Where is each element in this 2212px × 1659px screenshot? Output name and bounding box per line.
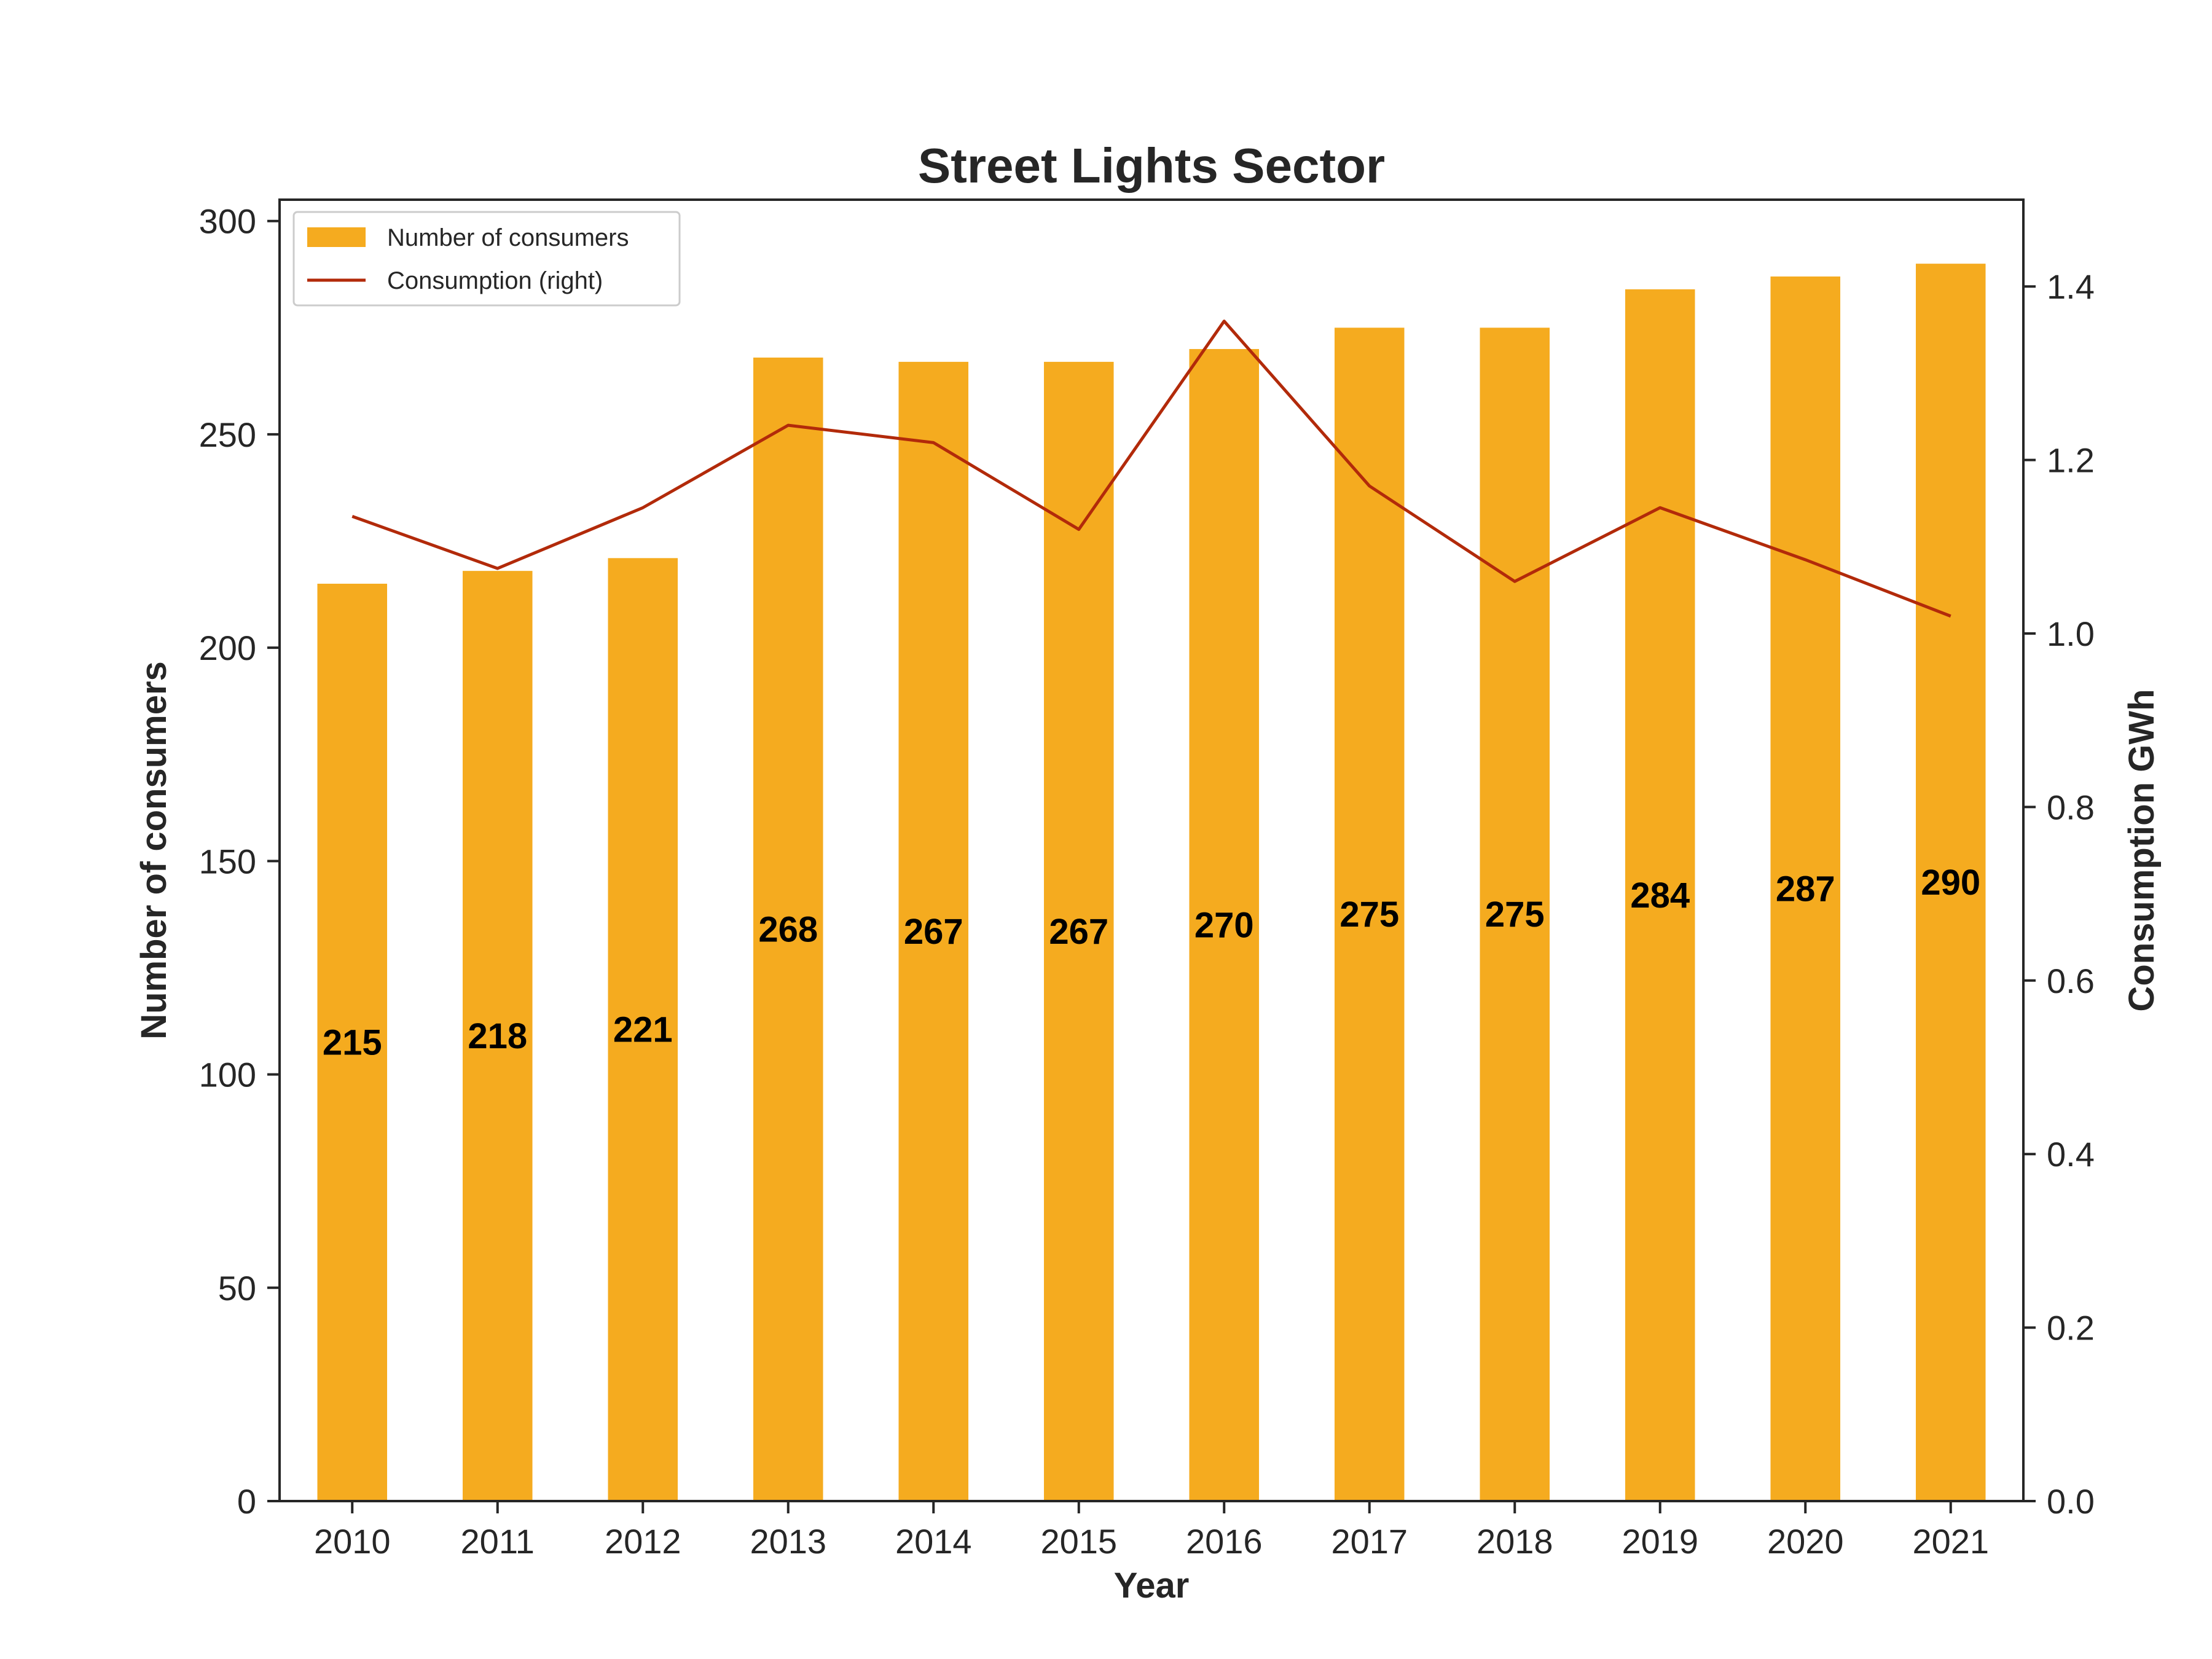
x-tick-label-2012: 2012 <box>605 1522 681 1561</box>
line-layer <box>351 320 1951 618</box>
bar-2017 <box>1334 327 1405 1501</box>
left-tick-label: 200 <box>199 629 256 667</box>
right-tick-label: 1.0 <box>2047 614 2095 653</box>
x-tick-label-2021: 2021 <box>1912 1522 1989 1561</box>
x-axis-ticks: 2010 2011 2012 2013 2014 2015 2016 2017 2018 2019… <box>314 1501 1989 1561</box>
right-tick-label: 1.4 <box>2047 267 2095 306</box>
x-tick-label-2010: 2010 <box>314 1522 391 1561</box>
bar-2019 <box>1625 289 1695 1502</box>
right-tick-label: 0.4 <box>2047 1135 2095 1174</box>
bar-value-label-2019: 284 <box>1630 876 1690 916</box>
legend-box <box>292 211 681 307</box>
plot-frame <box>278 198 2025 1502</box>
x-tick-label-2018: 2018 <box>1477 1522 1553 1561</box>
left-tick-label: 50 <box>218 1269 256 1308</box>
y-axis-label-left: Number of consumers <box>134 661 174 1040</box>
left-tick-label: 150 <box>199 842 256 880</box>
bar-2020 <box>1770 276 1841 1502</box>
bar-2011 <box>462 571 533 1501</box>
bar-value-label-2013: 268 <box>758 909 818 949</box>
left-tick-label: 0 <box>237 1482 256 1521</box>
left-tick-label: 300 <box>199 202 256 241</box>
left-y-axis-ticks: 0 50 100 150 200 250 300 <box>199 202 280 1521</box>
right-tick-label: 0.2 <box>2047 1309 2095 1347</box>
bar-labels-layer: 215 218 221 268 267 267 270 275 275 284 287 290 <box>323 863 1980 1062</box>
chart-title: Street Lights Sector <box>918 138 1385 193</box>
bar-2016 <box>1189 349 1260 1501</box>
bar-2018 <box>1480 327 1550 1501</box>
right-tick-label: 0.8 <box>2047 788 2095 826</box>
bar-2021 <box>1915 264 1986 1501</box>
bar-value-label-2018: 275 <box>1485 895 1545 935</box>
right-tick-label: 1.2 <box>2047 441 2095 480</box>
bar-value-label-2020: 287 <box>1776 869 1835 909</box>
right-y-axis-ticks: 0.0 0.2 0.4 0.6 0.8 1.0 1.2 1.4 <box>2023 267 2095 1521</box>
bar-value-label-2021: 290 <box>1921 863 1980 903</box>
x-tick-label-2017: 2017 <box>1331 1522 1408 1561</box>
bar-value-label-2010: 215 <box>323 1022 382 1062</box>
x-tick-label-2020: 2020 <box>1767 1522 1844 1561</box>
left-tick-label: 100 <box>199 1056 256 1094</box>
left-tick-label: 250 <box>199 415 256 454</box>
bar-value-label-2012: 221 <box>613 1010 673 1050</box>
bar-2013 <box>753 357 823 1501</box>
y-axis-label-right: Consumption GWh <box>2122 689 2162 1011</box>
bars-layer <box>317 264 1986 1502</box>
bar-value-label-2017: 275 <box>1339 895 1399 935</box>
legend-entry-bars: Number of consumers <box>387 224 629 251</box>
legend-swatch-bar <box>307 227 366 247</box>
legend: Number of consumers Consumption (right) <box>292 211 681 307</box>
x-tick-label-2016: 2016 <box>1186 1522 1263 1561</box>
right-tick-label: 0.6 <box>2047 962 2095 1000</box>
axes-layer <box>278 198 2025 1502</box>
x-tick-label-2019: 2019 <box>1622 1522 1698 1561</box>
bar-value-label-2014: 267 <box>904 912 963 952</box>
bar-value-label-2016: 270 <box>1194 906 1254 946</box>
bar-2010 <box>317 583 388 1501</box>
bar-value-label-2011: 218 <box>468 1016 527 1056</box>
x-tick-label-2014: 2014 <box>895 1522 972 1561</box>
consumption-line <box>351 320 1951 618</box>
bar-2014 <box>898 361 969 1501</box>
x-tick-label-2015: 2015 <box>1040 1522 1117 1561</box>
right-tick-label: 0.0 <box>2047 1482 2095 1521</box>
bar-2012 <box>608 558 678 1501</box>
legend-entry-line: Consumption (right) <box>387 267 603 294</box>
x-tick-label-2011: 2011 <box>461 1522 535 1561</box>
bar-value-label-2015: 267 <box>1049 912 1108 952</box>
bar-2015 <box>1043 361 1114 1501</box>
x-axis-label: Year <box>1114 1566 1190 1606</box>
x-tick-label-2013: 2013 <box>750 1522 826 1561</box>
